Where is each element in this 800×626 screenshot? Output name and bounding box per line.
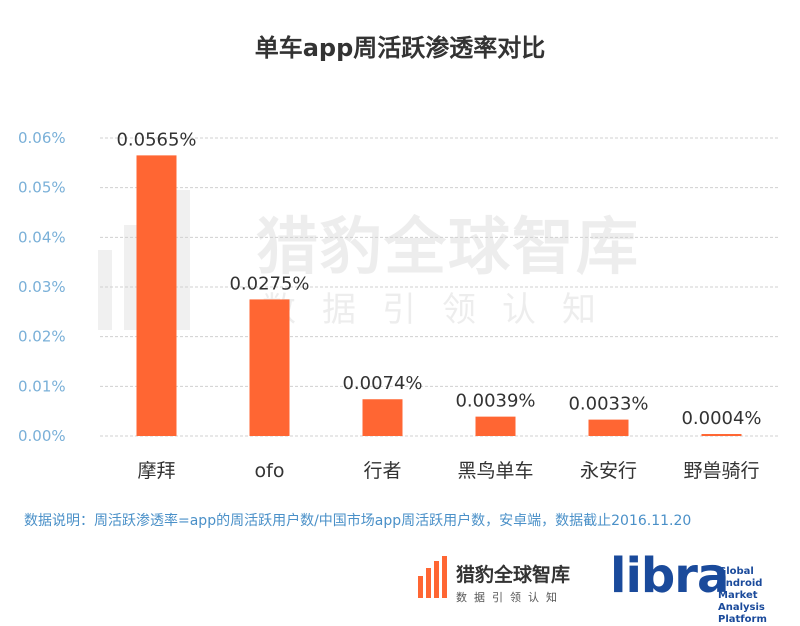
cheetah-logo-name: 猎豹全球智库 (456, 564, 571, 586)
cheetah-logo-sub: 数据引领认知 (456, 591, 564, 604)
libra-sub-line: Android Market (718, 578, 763, 601)
watermark-title: 猎豹全球智库 (256, 210, 641, 283)
y-tick-label: 0.03% (18, 278, 66, 296)
data-label: 0.0039% (455, 391, 535, 412)
x-tick-label: 永安行 (580, 460, 637, 482)
data-label: 0.0565% (116, 129, 196, 150)
x-tick-label: 野兽骑行 (683, 460, 759, 482)
y-tick-label: 0.00% (18, 427, 66, 445)
cheetah-logo-icon (418, 556, 447, 598)
bar (136, 155, 177, 436)
y-tick-label: 0.01% (18, 377, 66, 395)
y-tick-label: 0.04% (18, 228, 66, 246)
cheetah-logo-text: 猎豹全球智库 数据引领认知 (456, 560, 570, 605)
x-tick-label: 摩拜 (137, 460, 175, 482)
x-tick-label: 黑鸟单车 (457, 460, 533, 482)
y-tick-label: 0.06% (18, 129, 66, 147)
bar-chart: 0.00% 0.01% 0.02% 0.03% 0.04% 0.05% 0.06% 0.056… (18, 129, 778, 482)
x-tick-label: 行者 (363, 460, 401, 482)
libra-logo-sub: Global Android Market Analysis Platform (718, 566, 800, 626)
y-tick-label: 0.02% (18, 328, 66, 346)
libra-sub-line: Global (718, 566, 754, 577)
data-note: 数据说明：周活跃渗透率=app的周活跃用户数/中国市场app周活跃用户数，安卓端… (24, 513, 692, 529)
bar (362, 399, 403, 436)
chart-title: 单车app周活跃渗透率对比 (254, 34, 546, 62)
data-label: 0.0074% (342, 373, 422, 394)
libra-logo: libra (610, 548, 729, 604)
data-label: 0.0275% (229, 273, 309, 294)
bar (701, 434, 742, 436)
x-tick-label: ofo (255, 460, 285, 482)
bar (588, 419, 629, 436)
bar (475, 416, 516, 436)
y-tick-label: 0.05% (18, 179, 66, 197)
data-label: 0.0004% (681, 408, 761, 429)
bar (249, 299, 290, 436)
watermark-subtitle: 数据引领认知 (262, 290, 622, 330)
data-label: 0.0033% (568, 394, 648, 415)
